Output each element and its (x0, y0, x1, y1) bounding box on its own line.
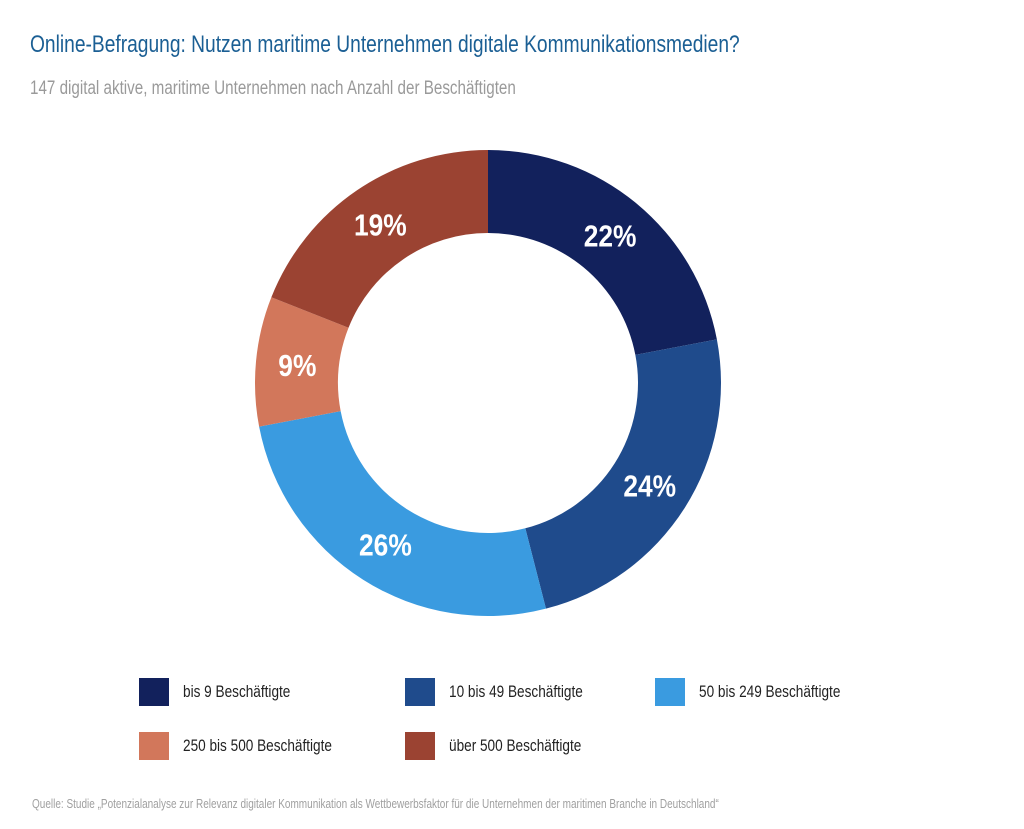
slice-label-5: 19% (354, 209, 407, 243)
legend-swatch (139, 678, 169, 706)
legend-item-1: bis 9 Beschäftigte (139, 677, 317, 707)
legend-label: 250 bis 500 Beschäftigte (183, 736, 332, 755)
donut-chart: 22% 24% 26% 9% 19% (255, 150, 721, 616)
donut-slice-3 (259, 411, 546, 616)
legend-item-3: 50 bis 249 Beschäftigte (655, 677, 876, 707)
legend-label: bis 9 Beschäftigte (183, 682, 291, 701)
legend-item-2: 10 bis 49 Beschäftigte (405, 677, 616, 707)
slice-label-3: 26% (359, 529, 412, 563)
chart-title: Online-Befragung: Nutzen maritime Untern… (30, 31, 740, 58)
legend-item-4: 250 bis 500 Beschäftigte (139, 731, 369, 761)
legend-label: über 500 Beschäftigte (449, 736, 582, 755)
legend-swatch (405, 678, 435, 706)
slice-label-1: 22% (584, 220, 637, 254)
legend-label: 50 bis 249 Beschäftigte (699, 682, 841, 701)
legend-swatch (405, 732, 435, 760)
legend-item-5: über 500 Beschäftigte (405, 731, 614, 761)
source-note: Quelle: Studie „Potenzialanalyse zur Rel… (32, 797, 719, 811)
chart-subtitle: 147 digital aktive, maritime Unternehmen… (30, 78, 516, 99)
legend-label: 10 bis 49 Beschäftigte (449, 682, 583, 701)
legend-swatch (139, 732, 169, 760)
donut-slice-5 (271, 150, 488, 328)
slice-label-4: 9% (278, 349, 316, 383)
donut-slice-1 (488, 150, 717, 355)
legend-swatch (655, 678, 685, 706)
slice-label-2: 24% (623, 470, 676, 504)
donut-slice-2 (525, 339, 721, 609)
donut-slice-4 (255, 297, 349, 427)
